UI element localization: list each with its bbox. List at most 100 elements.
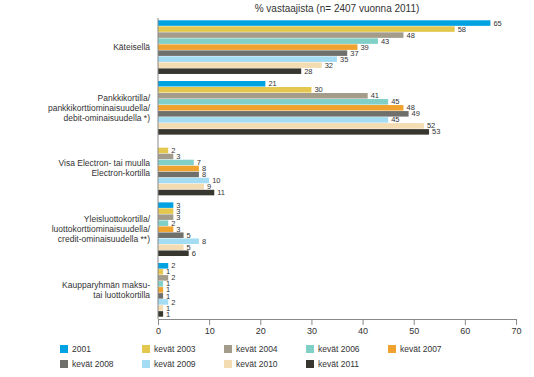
- data-label: 3: [176, 225, 180, 234]
- data-label: 28: [304, 67, 312, 76]
- tick: 0: [156, 319, 161, 336]
- data-label: 9: [207, 182, 211, 191]
- data-label: 39: [360, 43, 368, 52]
- data-label: 3: [176, 213, 180, 222]
- legend-swatch: [60, 360, 68, 368]
- data-label: 10: [212, 176, 220, 185]
- legend-label: kevät 2007: [400, 344, 442, 354]
- bar: [158, 305, 163, 311]
- data-label: 21: [268, 79, 276, 88]
- bar: [158, 38, 378, 44]
- axis-line: [159, 319, 517, 320]
- bar: [158, 184, 204, 190]
- legend-item: kevät 2008: [60, 359, 114, 369]
- tick-label: 60: [460, 326, 470, 336]
- tick-label: 50: [409, 326, 419, 336]
- category-label: Kaupparyhmän maksu-tai luottokortilla: [62, 280, 150, 300]
- tick: 40: [358, 319, 368, 336]
- bar: [158, 20, 490, 26]
- bar: [158, 250, 189, 256]
- bar: [158, 87, 311, 93]
- data-label: 1: [166, 267, 170, 276]
- legend-swatch: [142, 360, 150, 368]
- data-label: 37: [350, 49, 358, 58]
- category-axis-line: [158, 18, 159, 319]
- bar: [158, 50, 347, 56]
- data-label: 2: [171, 273, 175, 282]
- bar: [158, 93, 368, 99]
- tick-label: 0: [156, 326, 161, 336]
- data-label: 32: [325, 61, 333, 70]
- legend-swatch: [224, 345, 232, 353]
- tick: 60: [460, 319, 470, 336]
- bar: [158, 269, 163, 275]
- legend-item: kevät 2004: [224, 344, 278, 354]
- category-label: Käteisellä: [113, 42, 150, 52]
- data-label: 35: [340, 55, 348, 64]
- legend-label: kevät 2006: [318, 344, 360, 354]
- bar: [158, 68, 301, 74]
- data-label: 2: [171, 146, 175, 155]
- bar: [158, 32, 403, 38]
- data-label: 11: [217, 188, 225, 197]
- title: % vastaajista (n= 2407 vuonna 2011): [255, 3, 420, 14]
- category-label: Pankkikortilla/pankkikorttiominaisuudell…: [48, 93, 151, 123]
- data-label: 45: [391, 115, 399, 124]
- legend-item: kevät 2010: [224, 359, 278, 369]
- data-label: 41: [371, 91, 379, 100]
- tick-label: 70: [511, 326, 521, 336]
- data-label: 48: [406, 31, 414, 40]
- bar: [158, 220, 168, 226]
- tick-mark: [363, 319, 364, 325]
- tick-label: 40: [358, 326, 368, 336]
- tick-mark: [465, 319, 466, 325]
- data-label: 2: [171, 219, 175, 228]
- category-label: Yleisluottokortilla/luottokorttiominaisu…: [52, 214, 151, 244]
- legend-label: kevät 2010: [236, 359, 278, 369]
- legend-swatch: [306, 360, 314, 368]
- bar: [158, 244, 184, 250]
- legend-item: kevät 2007: [388, 344, 442, 354]
- bar: [158, 99, 388, 105]
- data-label: 49: [412, 109, 420, 118]
- data-label: 53: [432, 127, 440, 136]
- bar: [158, 111, 409, 117]
- tick-label: 10: [205, 326, 215, 336]
- data-label: 58: [458, 25, 466, 34]
- bar: [158, 44, 357, 50]
- data-label: 65: [493, 19, 501, 28]
- bar: [158, 81, 265, 87]
- data-labels: 6521325830231484133243457213948831374985…: [166, 19, 502, 319]
- legend-label: kevät 2011: [318, 359, 359, 369]
- legend-item: 2001: [60, 344, 91, 354]
- tick: 10: [205, 319, 215, 336]
- data-label: 8: [202, 170, 206, 179]
- chart: 6521325830231484133243457213948831374985…: [0, 0, 534, 377]
- bar: [158, 148, 168, 154]
- legend-item: kevät 2006: [306, 344, 360, 354]
- legend: 2001kevät 2003kevät 2004kevät 2006kevät …: [60, 344, 442, 369]
- bar: [158, 117, 388, 123]
- tick-label: 30: [307, 326, 317, 336]
- tick-mark: [311, 319, 312, 325]
- data-label: 3: [176, 152, 180, 161]
- tick-label: 20: [256, 326, 266, 336]
- x-axis: 0 10 20 30 40 50 60 70: [156, 319, 522, 336]
- data-label: 43: [381, 37, 389, 46]
- bar: [158, 238, 199, 244]
- data-label: 2: [171, 298, 175, 307]
- bar: [158, 129, 429, 135]
- legend-label: 2001: [72, 344, 91, 354]
- legend-swatch: [60, 345, 68, 353]
- bar: [158, 123, 424, 129]
- legend-item: kevät 2011: [306, 359, 359, 369]
- data-label: 30: [314, 85, 322, 94]
- legend-swatch: [224, 360, 232, 368]
- tick-mark: [260, 319, 261, 325]
- data-label: 7: [197, 158, 201, 167]
- tick-mark: [158, 319, 159, 325]
- bars: [158, 20, 490, 316]
- bar: [158, 287, 163, 293]
- bar: [158, 293, 163, 299]
- legend-swatch: [306, 345, 314, 353]
